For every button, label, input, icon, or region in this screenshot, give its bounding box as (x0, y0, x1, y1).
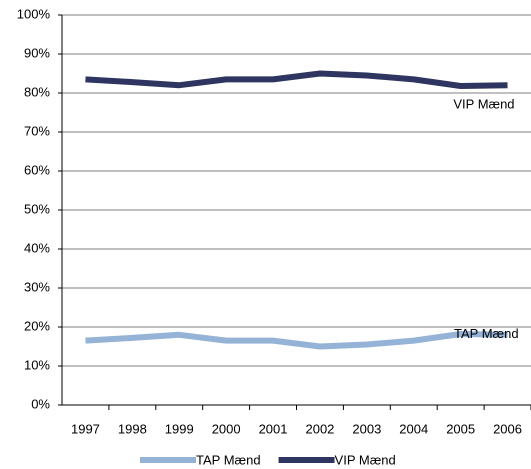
x-tick-label: 2005 (446, 421, 475, 436)
x-tick-label: 1997 (71, 421, 100, 436)
x-tick-label: 1999 (165, 421, 194, 436)
x-tick-label: 2002 (305, 421, 334, 436)
x-tick-label: 2001 (259, 421, 288, 436)
x-tick-label: 2003 (352, 421, 381, 436)
x-tick-label: 2004 (399, 421, 428, 436)
y-tick-label: 60% (24, 162, 50, 177)
annotation: TAP Mænd (454, 326, 519, 341)
y-tick-label: 80% (24, 84, 50, 99)
legend-label: VIP Mænd (335, 452, 396, 467)
y-tick-label: 70% (24, 123, 50, 138)
x-tick-label: 2006 (493, 421, 522, 436)
legend-label: TAP Mænd (196, 452, 261, 467)
y-tick-label: 50% (24, 201, 50, 216)
y-tick-label: 90% (24, 45, 50, 60)
x-tick-label: 1998 (118, 421, 147, 436)
y-tick-label: 20% (24, 318, 50, 333)
series-line (85, 70, 508, 89)
y-tick-label: 30% (24, 279, 50, 294)
y-tick-label: 100% (17, 6, 51, 21)
x-tick-label: 2000 (212, 421, 241, 436)
y-tick-label: 10% (24, 357, 50, 372)
annotation: VIP Mænd (453, 97, 514, 112)
y-tick-label: 0% (31, 396, 50, 411)
series-line (85, 331, 508, 350)
y-tick-label: 40% (24, 240, 50, 255)
